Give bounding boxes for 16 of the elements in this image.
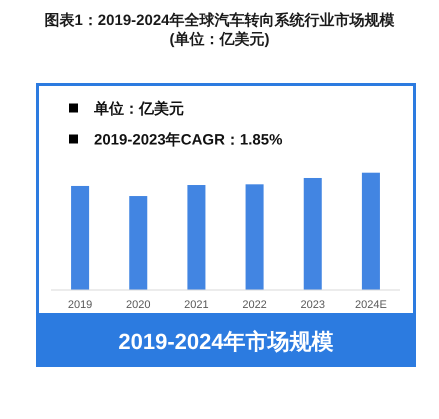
x-tick-label: 2022 [242, 299, 267, 311]
chart-title: 图表1：2019-2024年全球汽车转向系统行业市场规模(单位：亿美元) [44, 11, 396, 48]
x-tick-label: 2023 [300, 299, 325, 311]
bar [362, 172, 380, 290]
bar [304, 178, 322, 290]
bar [71, 186, 90, 290]
x-tick-label: 2019 [68, 299, 92, 311]
x-tick-label: 2024E [355, 299, 387, 311]
x-tick-label: 2020 [126, 299, 150, 311]
text: 2019-2023年CAGR：1.85% [94, 132, 282, 148]
bar [187, 185, 206, 290]
bar [246, 184, 264, 290]
bar [129, 196, 148, 290]
x-axis-title: 2019-2024年市场规模 [118, 329, 334, 354]
x-tick-label: 2021 [184, 299, 209, 311]
text: 单位：亿美元 [93, 100, 184, 118]
